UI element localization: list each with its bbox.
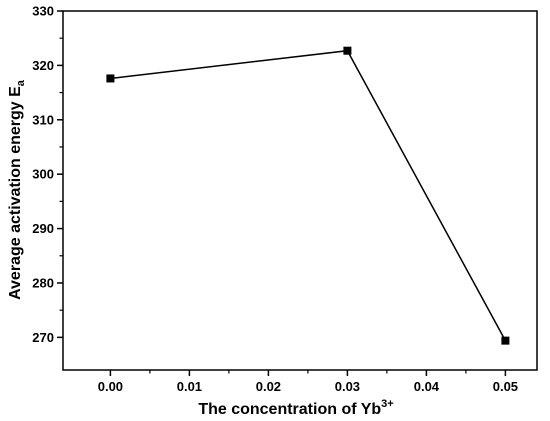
- x-tick-label: 0.02: [256, 379, 281, 394]
- y-axis-title-subscript: a: [15, 79, 27, 86]
- x-tick-label: 0.00: [98, 379, 123, 394]
- y-axis-title-main: Average activation energy E: [7, 86, 24, 300]
- y-axis-title: Average activation energy Ea: [7, 79, 27, 300]
- y-axis-ticks: 270 280 290 300 310 320 330: [32, 4, 63, 345]
- y-tick-label: 310: [32, 112, 54, 127]
- x-tick-label: 0.03: [335, 379, 360, 394]
- x-tick-label: 0.05: [493, 379, 518, 394]
- data-point-marker: [501, 336, 510, 345]
- x-tick-label: 0.04: [414, 379, 440, 394]
- y-tick-label: 320: [32, 58, 54, 73]
- data-point-marker: [343, 46, 352, 55]
- data-point-marker: [106, 74, 115, 83]
- series-line: [110, 49, 507, 341]
- y-tick-label: 290: [32, 221, 54, 236]
- y-tick-label: 330: [32, 4, 54, 19]
- x-axis-title-main: The concentration of Yb: [198, 401, 381, 418]
- data-series: [106, 46, 510, 345]
- x-axis-title: The concentration of Yb3+: [198, 398, 393, 418]
- y-tick-label: 280: [32, 275, 54, 290]
- x-axis-title-superscript: 3+: [381, 398, 394, 410]
- x-axis-ticks: 0.00 0.01 0.02 0.03 0.04 0.05: [98, 370, 518, 394]
- y-tick-label: 270: [32, 330, 54, 345]
- plot-frame: [62, 10, 538, 371]
- y-tick-label: 300: [32, 167, 54, 182]
- x-tick-label: 0.01: [177, 379, 202, 394]
